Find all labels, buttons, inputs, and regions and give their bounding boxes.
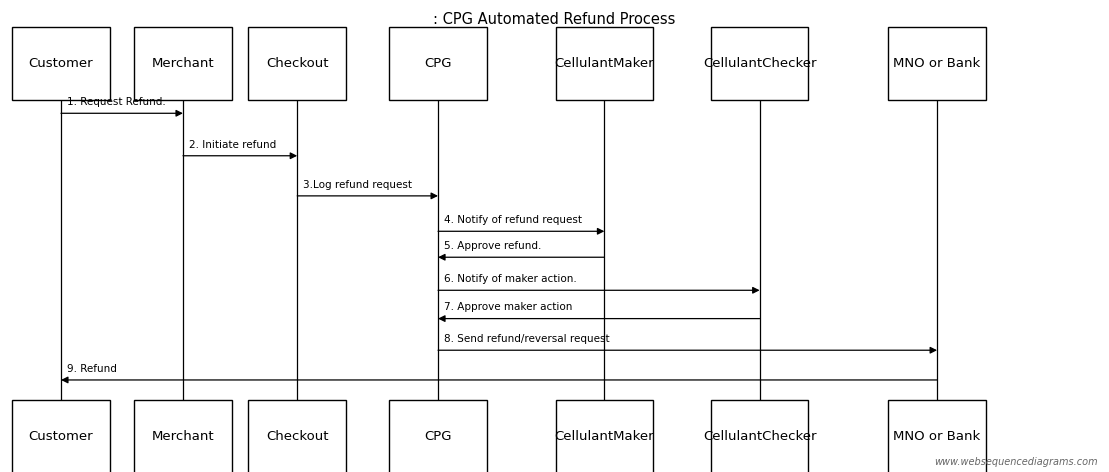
Bar <box>12 27 110 101</box>
Text: 9. Refund: 9. Refund <box>67 364 116 374</box>
Bar <box>134 400 232 472</box>
Text: Checkout: Checkout <box>266 430 328 443</box>
Text: 6. Notify of maker action.: 6. Notify of maker action. <box>444 274 577 284</box>
Text: 3.Log refund request: 3.Log refund request <box>303 180 411 190</box>
Text: CPG: CPG <box>425 57 451 70</box>
Bar <box>556 400 653 472</box>
Text: www.websequencediagrams.com: www.websequencediagrams.com <box>934 457 1098 467</box>
Bar <box>248 400 346 472</box>
Bar <box>389 27 487 101</box>
Text: Merchant: Merchant <box>152 430 214 443</box>
Text: 1. Request Refund.: 1. Request Refund. <box>67 97 165 107</box>
Text: Customer: Customer <box>29 57 93 70</box>
Text: Checkout: Checkout <box>266 57 328 70</box>
Bar <box>711 400 808 472</box>
Bar <box>389 400 487 472</box>
Bar <box>556 27 653 101</box>
Bar <box>12 400 110 472</box>
Text: : CPG Automated Refund Process: : CPG Automated Refund Process <box>434 12 675 27</box>
Text: CellulantChecker: CellulantChecker <box>703 430 816 443</box>
Text: CPG: CPG <box>425 430 451 443</box>
Text: 2. Initiate refund: 2. Initiate refund <box>189 140 276 150</box>
Text: 8. Send refund/reversal request: 8. Send refund/reversal request <box>444 334 609 344</box>
Text: Merchant: Merchant <box>152 57 214 70</box>
Bar <box>888 400 986 472</box>
Text: CellulantChecker: CellulantChecker <box>703 57 816 70</box>
Text: CellulantMaker: CellulantMaker <box>554 57 654 70</box>
Text: Customer: Customer <box>29 430 93 443</box>
Bar <box>888 27 986 101</box>
Bar <box>248 27 346 101</box>
Text: MNO or Bank: MNO or Bank <box>894 430 980 443</box>
Text: 4. Notify of refund request: 4. Notify of refund request <box>444 215 581 225</box>
Text: MNO or Bank: MNO or Bank <box>894 57 980 70</box>
Bar <box>711 27 808 101</box>
Text: 5. Approve refund.: 5. Approve refund. <box>444 241 541 251</box>
Bar <box>134 27 232 101</box>
Text: CellulantMaker: CellulantMaker <box>554 430 654 443</box>
Text: 7. Approve maker action: 7. Approve maker action <box>444 303 572 312</box>
